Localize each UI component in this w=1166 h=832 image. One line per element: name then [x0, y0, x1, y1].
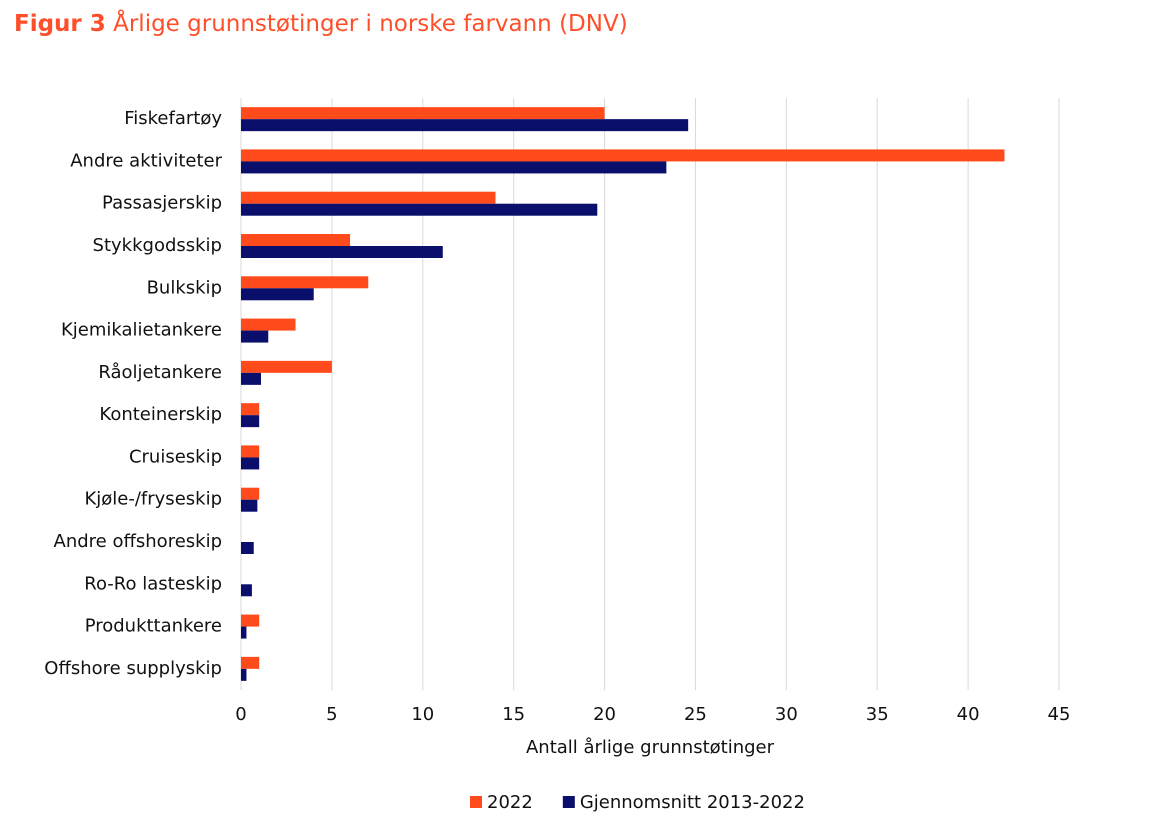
bar [241, 107, 605, 120]
x-tick-label: 15 [502, 704, 525, 725]
y-tick-label: Fiskefartøy [124, 108, 222, 129]
y-tick-label: Andre aktiviteter [70, 150, 222, 171]
bar [241, 415, 260, 428]
bar [241, 203, 598, 216]
y-tick-label: Offshore supplyskip [44, 658, 222, 679]
y-tick-label: Stykkgodsskip [93, 235, 222, 256]
bar [241, 656, 260, 669]
bar [241, 457, 260, 470]
bar [241, 318, 296, 331]
bar [241, 542, 254, 554]
bar [241, 276, 369, 289]
x-tick-label: 25 [684, 704, 707, 725]
y-tick-label: Konteinerskip [99, 404, 222, 425]
x-tick-label: 10 [411, 704, 434, 725]
y-tick-label: Produkttankere [85, 616, 222, 637]
x-tick-label: 0 [235, 704, 246, 725]
x-tick-label: 35 [866, 704, 889, 725]
legend-swatch [562, 796, 575, 808]
bar [241, 584, 252, 597]
x-tick-label: 5 [326, 704, 337, 725]
bar [241, 246, 443, 258]
chart-title: Figur 3 Årlige grunnstøtinger i norske f… [14, 9, 628, 37]
y-tick-label: Ro-Ro lasteskip [84, 573, 222, 594]
bar [241, 330, 269, 343]
y-tick-label: Kjemikalietankere [61, 320, 222, 341]
bar [241, 149, 1005, 162]
y-tick-label: Passasjerskip [102, 193, 222, 214]
y-tick-label: Bulkskip [147, 277, 222, 298]
title-text: Årlige grunnstøtinger i norske farvann (… [113, 9, 628, 37]
x-axis-title: Antall årlige grunnstøtinger [526, 737, 775, 758]
title-label: Figur 3 [14, 11, 106, 37]
x-tick-label: 40 [957, 704, 980, 725]
legend-swatch [470, 796, 482, 808]
y-tick-label: Cruiseskip [129, 446, 222, 467]
bar [241, 403, 260, 416]
legend-label: Gjennomsnitt 2013-2022 [580, 792, 805, 813]
bar [241, 445, 260, 458]
bar [241, 360, 332, 373]
legend-label: 2022 [487, 792, 533, 813]
bar [241, 614, 260, 627]
bar [241, 626, 247, 639]
y-tick-label: Andre offshoreskip [54, 531, 222, 552]
bar [241, 234, 351, 246]
bar [241, 161, 667, 174]
bar [241, 372, 261, 385]
x-tick-label: 30 [775, 704, 798, 725]
y-tick-label: Råoljetankere [98, 362, 222, 383]
bar [241, 119, 689, 132]
x-tick-label: 45 [1048, 704, 1071, 725]
bar [241, 191, 496, 204]
y-tick-label: Kjøle-/fryseskip [84, 489, 222, 510]
x-tick-label: 20 [593, 704, 616, 725]
bar [241, 499, 258, 512]
bar [241, 288, 314, 301]
bar [241, 668, 247, 681]
bar [241, 487, 260, 500]
